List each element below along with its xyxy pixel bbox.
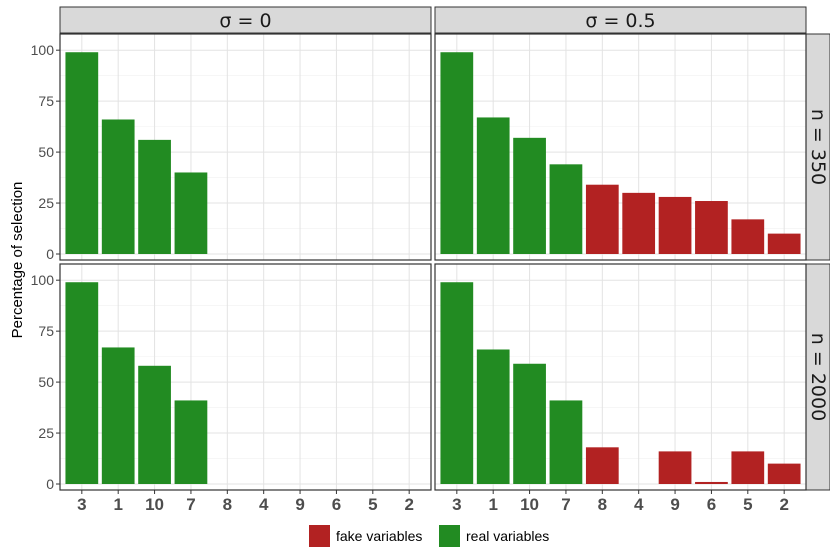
bar-real-7 xyxy=(549,164,583,254)
x-tick-label: 5 xyxy=(368,495,377,514)
x-ticks-group: 3 1 10 7 8 4 9 6 5 2 3 1 10 7 8 4 9 6 5 2 xyxy=(77,490,789,514)
bar-fake-9 xyxy=(658,196,692,254)
bar-fake-6 xyxy=(695,481,728,484)
panel-border xyxy=(59,263,432,491)
x-tick-label: 8 xyxy=(598,495,607,514)
x-tick-label: 4 xyxy=(259,495,269,514)
col-strip-label-1: σ = 0.5 xyxy=(585,10,655,32)
y-tick-label: 0 xyxy=(46,476,54,492)
y-tick-label: 75 xyxy=(38,93,54,109)
panel-border xyxy=(434,263,807,491)
bar-real-7 xyxy=(174,400,208,484)
bar-real-7 xyxy=(549,400,583,484)
bar-fake-9 xyxy=(658,451,692,484)
x-tick-label: 7 xyxy=(186,495,195,514)
row-strip-0 xyxy=(805,33,830,261)
x-tick-label: 1 xyxy=(113,495,122,514)
bar-real-1 xyxy=(101,347,135,484)
legend-swatch-fake xyxy=(309,525,330,547)
legend-label-real: real variables xyxy=(466,528,549,544)
x-tick-label: 8 xyxy=(223,495,232,514)
x-tick-label: 9 xyxy=(670,495,679,514)
row-strip-label-0: n = 350 xyxy=(807,109,829,185)
bar-real-7 xyxy=(174,172,208,254)
y-tick-label: 0 xyxy=(46,246,54,262)
row-strip-label-1: n = 2000 xyxy=(807,333,829,421)
y-tick-label: 25 xyxy=(38,425,54,441)
bar-real-1 xyxy=(476,349,510,484)
bar-fake-4 xyxy=(622,192,656,254)
bar-fake-6 xyxy=(695,201,728,254)
bar-fake-8 xyxy=(585,447,619,484)
bar-fake-2 xyxy=(767,463,801,484)
col-strip-1 xyxy=(434,6,807,34)
bar-real-10 xyxy=(513,137,546,254)
bar-fake-5 xyxy=(731,219,765,254)
y-tick-label: 100 xyxy=(31,272,55,288)
panel-border xyxy=(59,33,432,261)
y-axis-title: Percentage of selection xyxy=(9,182,26,339)
bar-real-3 xyxy=(440,282,474,484)
x-tick-label: 2 xyxy=(404,495,413,514)
bar-fake-8 xyxy=(585,184,619,254)
bar-real-1 xyxy=(476,117,510,254)
bar-real-10 xyxy=(513,363,546,484)
x-tick-label: 6 xyxy=(332,495,341,514)
bar-real-3 xyxy=(65,282,99,484)
x-tick-label: 3 xyxy=(452,495,461,514)
panel-border xyxy=(434,33,807,261)
col-strip-0 xyxy=(59,6,432,34)
bar-real-3 xyxy=(65,52,99,254)
x-tick-label: 5 xyxy=(743,495,752,514)
x-tick-label: 10 xyxy=(145,495,164,514)
x-tick-label: 6 xyxy=(707,495,716,514)
y-tick-label: 50 xyxy=(38,374,54,390)
y-ticks-group: 0 25 50 75 100 0 25 50 75 100 xyxy=(31,42,60,492)
bar-real-1 xyxy=(101,119,135,254)
x-tick-label: 3 xyxy=(77,495,86,514)
y-tick-label: 50 xyxy=(38,144,54,160)
x-tick-label: 7 xyxy=(561,495,570,514)
y-tick-label: 25 xyxy=(38,195,54,211)
legend-swatch-real xyxy=(439,525,460,547)
x-tick-label: 10 xyxy=(520,495,539,514)
bar-fake-5 xyxy=(731,451,765,484)
bar-real-10 xyxy=(138,365,171,484)
legend-label-fake: fake variables xyxy=(336,528,422,544)
x-tick-label: 1 xyxy=(488,495,497,514)
row-strip-1 xyxy=(805,263,830,491)
bar-real-10 xyxy=(138,139,171,254)
bar-real-3 xyxy=(440,52,474,254)
bar-fake-2 xyxy=(767,233,801,254)
y-tick-label: 75 xyxy=(38,323,54,339)
x-tick-label: 2 xyxy=(779,495,788,514)
col-strip-label-0: σ = 0 xyxy=(219,10,271,32)
x-tick-label: 9 xyxy=(295,495,304,514)
x-tick-label: 4 xyxy=(634,495,644,514)
panels-group xyxy=(59,33,807,491)
y-tick-label: 100 xyxy=(31,42,55,58)
